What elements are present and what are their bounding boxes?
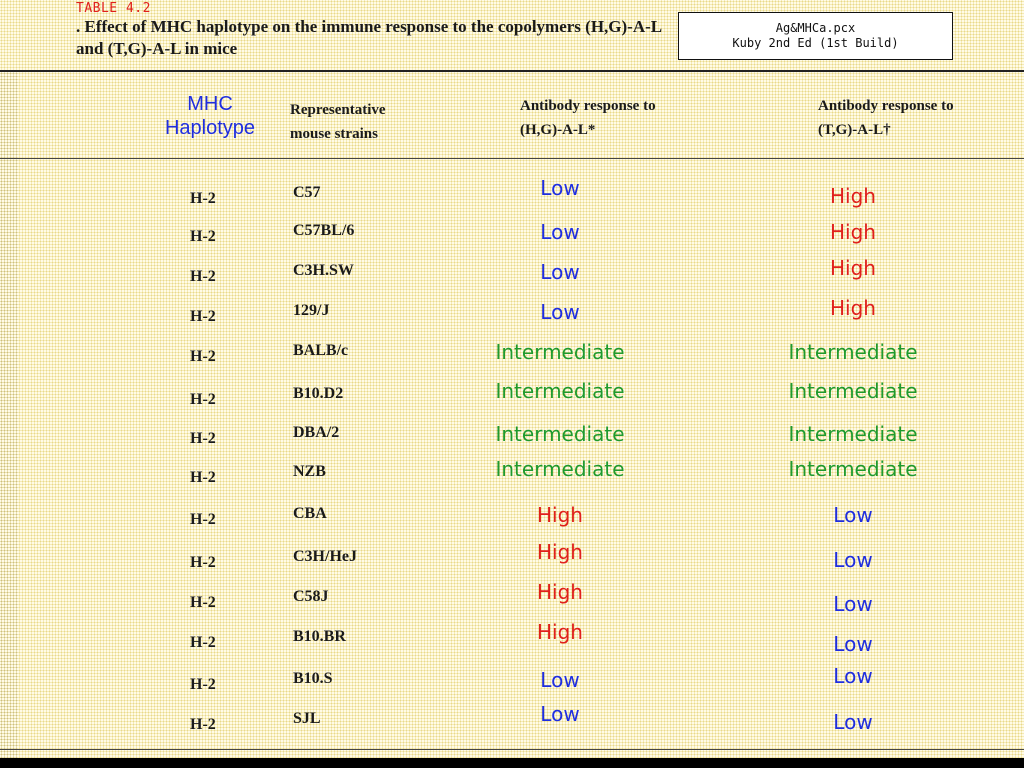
header-mhc-haplotype: MHC Haplotype (140, 92, 280, 140)
strain-cell: NZB (293, 463, 326, 480)
hg-response-cell: Intermediate (495, 340, 625, 364)
header-hg-line1: Antibody response to (520, 98, 656, 114)
tg-response-cell: High (830, 256, 876, 280)
hg-response-cell: High (537, 620, 583, 644)
header-tg-line1: Antibody response to (818, 98, 954, 114)
hg-response-cell: Intermediate (495, 457, 625, 481)
hg-response-cell: High (537, 540, 583, 564)
hg-response-cell: Low (540, 668, 580, 692)
table-row: H-2 B10.S Low Low (0, 664, 1024, 693)
strain-cell: C57 (293, 184, 321, 201)
header-strains: Representative mouse strains (290, 98, 386, 146)
header-hg-response: Antibody response to (H,G)-A-L* (520, 94, 656, 142)
tg-response-cell: Intermediate (788, 379, 918, 403)
strain-cell: CBA (293, 505, 327, 522)
haplotype-cell: H-2 (190, 430, 216, 447)
tg-response-cell: Low (833, 664, 873, 688)
haplotype-cell: H-2 (190, 469, 216, 486)
haplotype-cell: H-2 (190, 391, 216, 408)
haplotype-cell: H-2 (190, 511, 216, 528)
tg-response-cell: Intermediate (788, 340, 918, 364)
table-row: H-2 NZB Intermediate Intermediate (0, 457, 1024, 486)
strain-cell: 129/J (293, 302, 330, 319)
reference-filename: Ag&MHCa.pcx (775, 21, 856, 35)
strain-cell: B10.S (293, 670, 333, 687)
top-rule (0, 70, 1024, 72)
reference-box: Ag&MHCa.pcx Kuby 2nd Ed (1st Build) (678, 12, 953, 60)
hg-response-cell: High (537, 503, 583, 527)
header-mhc-line1: MHC (187, 93, 233, 115)
haplotype-cell: H-2 (190, 716, 216, 733)
header-tg-line2: (T,G)-A-L† (818, 122, 891, 138)
tg-response-cell: High (830, 220, 876, 244)
header-hg-line2: (H,G)-A-L* (520, 122, 596, 138)
table-row: H-2 C57 Low High (0, 176, 1024, 208)
header-rule (0, 158, 1024, 159)
tg-response-cell: High (830, 296, 876, 320)
strain-cell: C3H.SW (293, 262, 354, 279)
table-row: H-2 DBA/2 Intermediate Intermediate (0, 422, 1024, 447)
strain-cell: C58J (293, 588, 329, 605)
haplotype-cell: H-2 (190, 348, 216, 365)
haplotype-cell: H-2 (190, 190, 216, 207)
strain-cell: B10.BR (293, 628, 346, 645)
table-row: H-2 B10.D2 Intermediate Intermediate (0, 379, 1024, 408)
table-number: TABLE 4.2 (76, 1, 151, 16)
header-mhc-line2: Haplotype (164, 117, 256, 139)
header-tg-response: Antibody response to (T,G)-A-L† (818, 94, 954, 142)
haplotype-cell: H-2 (190, 676, 216, 693)
strain-cell: C3H/HeJ (293, 548, 357, 565)
haplotype-cell: H-2 (190, 554, 216, 571)
tg-response-cell: Intermediate (788, 422, 918, 446)
hg-response-cell: Low (540, 260, 580, 284)
haplotype-cell: H-2 (190, 268, 216, 285)
haplotype-cell: H-2 (190, 634, 216, 651)
hg-response-cell: High (537, 580, 583, 604)
strain-cell: C57BL/6 (293, 222, 355, 239)
hg-response-cell: Low (540, 702, 580, 726)
table-row: H-2 SJL Low Low (0, 702, 1024, 734)
tg-response-cell: Low (833, 632, 873, 656)
table-row: H-2 CBA High Low (0, 503, 1024, 528)
table-row: H-2 129/J Low High (0, 296, 1024, 325)
bottom-rule (0, 749, 1024, 750)
table-row: H-2 BALB/c Intermediate Intermediate (0, 340, 1024, 365)
header-strain-line2: mouse strains (290, 126, 378, 142)
haplotype-cell: H-2 (190, 308, 216, 325)
table-row: H-2 B10.BR High Low (0, 620, 1024, 656)
hg-response-cell: Low (540, 176, 580, 200)
tg-response-cell: Low (833, 710, 873, 734)
haplotype-cell: H-2 (190, 228, 216, 245)
tg-response-cell: High (830, 184, 876, 208)
bottom-black-bar (0, 758, 1024, 768)
strain-cell: SJL (293, 710, 321, 727)
tg-response-cell: Intermediate (788, 457, 918, 481)
strain-cell: B10.D2 (293, 385, 344, 402)
table-row: H-2 C58J High Low (0, 580, 1024, 616)
tg-response-cell: Low (833, 548, 873, 572)
table-caption: . Effect of MHC haplotype on the immune … (76, 17, 662, 58)
tg-response-cell: Low (833, 503, 873, 527)
strain-cell: DBA/2 (293, 424, 340, 441)
tg-response-cell: Low (833, 592, 873, 616)
hg-response-cell: Low (540, 300, 580, 324)
left-margin-shade (0, 72, 18, 758)
hg-response-cell: Intermediate (495, 379, 625, 403)
table-row: H-2 C3H.SW Low High (0, 256, 1024, 285)
haplotype-cell: H-2 (190, 594, 216, 611)
strain-cell: BALB/c (293, 342, 349, 359)
hg-response-cell: Intermediate (495, 422, 625, 446)
reference-edition: Kuby 2nd Ed (1st Build) (732, 36, 899, 50)
table-row: H-2 C3H/HeJ High Low (0, 540, 1024, 572)
table-row: H-2 C57BL/6 Low High (0, 220, 1024, 245)
hg-response-cell: Low (540, 220, 580, 244)
header-strain-line1: Representative (290, 102, 386, 118)
